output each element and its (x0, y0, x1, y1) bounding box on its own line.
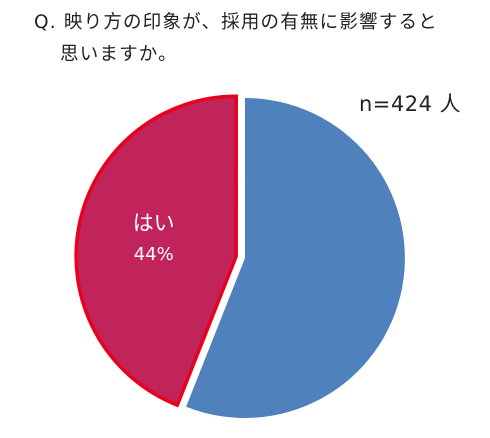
sample-size-label: n=424 人 (359, 92, 462, 116)
question-text-line-2: 思いますか。 (60, 44, 178, 65)
slice-label-yes: はい (133, 211, 175, 235)
pie-slice-other (186, 98, 405, 418)
slice-value-yes: 44% (134, 244, 174, 265)
pie-slice-yes (74, 94, 238, 408)
question-text-line-1: Q. 映り方の印象が、採用の有無に影響すると (34, 12, 438, 33)
